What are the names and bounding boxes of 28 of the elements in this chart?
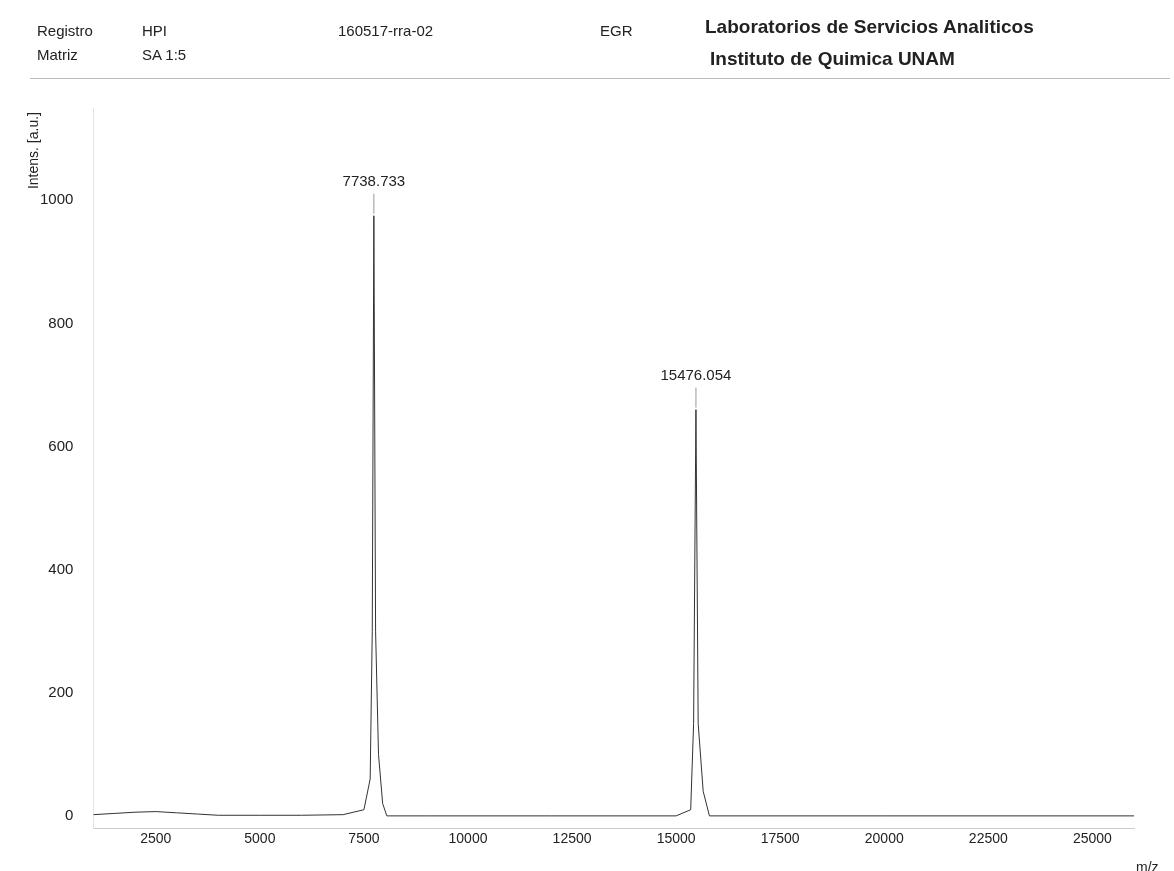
text: Registro xyxy=(37,22,93,39)
x-tick-label: 20000 xyxy=(864,830,904,847)
chart-title: Laboratorios de Servicios Analiticos xyxy=(705,16,1034,38)
y-tick-label: 0 xyxy=(65,806,74,824)
text: 160517-rra-02 xyxy=(338,22,434,39)
y-tick-label: 400 xyxy=(48,559,74,577)
y-tick-label: 200 xyxy=(48,682,74,700)
x-tick-label: 10000 xyxy=(448,830,488,847)
x-axis-title: m/z xyxy=(1136,858,1159,871)
x-tick-label: 7500 xyxy=(348,830,380,847)
x-tick-label: 12500 xyxy=(552,830,592,847)
y-tick-label: 1000 xyxy=(39,190,74,208)
x-tick-label: 5000 xyxy=(244,830,276,847)
y-tick-label: 600 xyxy=(48,436,74,454)
text: SA 1:5 xyxy=(142,46,187,63)
x-tick-label: 22500 xyxy=(968,830,1008,847)
x-tick-label: 17500 xyxy=(760,830,800,847)
text: Matriz xyxy=(37,46,78,63)
x-tick-label: 2500 xyxy=(140,830,172,847)
x-tick-label: 15000 xyxy=(656,830,696,847)
annotation: 15476.054 xyxy=(660,366,732,384)
annotation: 7738.733 xyxy=(342,172,406,190)
chart-subtitle: Instituto de Quimica UNAM xyxy=(710,48,955,70)
text: HPI xyxy=(142,22,168,39)
y-axis-title: Intens. [a.u.] xyxy=(24,112,41,190)
y-tick-label: 800 xyxy=(48,313,74,331)
text: EGR xyxy=(600,22,633,39)
x-tick-label: 25000 xyxy=(1072,830,1113,847)
